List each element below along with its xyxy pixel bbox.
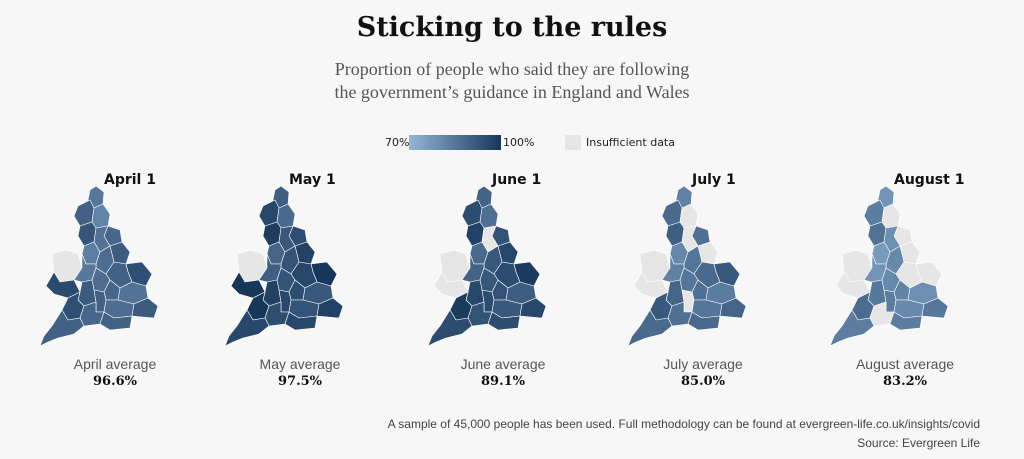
map-region-se-4 <box>719 297 747 319</box>
map-regions <box>39 185 159 347</box>
panel-average-value: 83.2% <box>882 374 927 389</box>
map-regions <box>224 185 344 347</box>
subtitle-line-2: the government’s guidance in England and… <box>334 82 690 102</box>
subtitle-line-1: Proportion of people who said they are f… <box>334 59 690 79</box>
panel-average-label: August average <box>855 356 955 372</box>
panel-average-label: April average <box>73 356 157 372</box>
panel-average-label: May average <box>259 356 341 372</box>
map-region-ne-1 <box>679 203 699 229</box>
england-wales-map <box>627 185 747 347</box>
map-regions <box>829 185 949 347</box>
map-regions <box>627 185 747 347</box>
map-region-sw-3 <box>427 309 473 347</box>
legend-gradient-bar <box>409 135 501 150</box>
panel-average-label: June average <box>460 356 546 372</box>
map-region-sw-3 <box>829 309 875 347</box>
map-panel-august: August 1 August average 83.2% <box>820 168 990 393</box>
map-region-sw-3 <box>627 309 673 347</box>
map-region-ne-1 <box>479 203 499 229</box>
chart-subtitle: Proportion of people who said they are f… <box>0 58 1024 104</box>
chart-title: Sticking to the rules <box>356 12 668 43</box>
panel-average-value: 85.0% <box>680 374 725 389</box>
panel-average-value: 97.5% <box>277 374 322 389</box>
panel-month-label: August 1 <box>894 172 965 188</box>
legend-min-label: 70% <box>385 136 410 149</box>
panel-average-label: July average <box>663 356 743 372</box>
legend-insufficient-swatch <box>565 135 581 150</box>
map-region-se-4 <box>316 297 344 319</box>
map-region-south-3 <box>487 311 521 331</box>
map-panel-june: June 1 June average 89.1% <box>418 168 588 393</box>
panel-month-label: April 1 <box>104 172 156 188</box>
england-wales-map <box>224 185 344 347</box>
panel-average-value: 89.1% <box>480 374 525 389</box>
source-credit: Source: Evergreen Life <box>857 436 980 450</box>
map-region-sw-3 <box>39 309 85 347</box>
map-region-ne-1 <box>276 203 296 229</box>
map-region-se-4 <box>921 297 949 319</box>
map-region-sw-3 <box>224 309 270 347</box>
england-wales-map <box>39 185 159 347</box>
legend-insufficient-label: Insufficient data <box>586 136 675 149</box>
map-region-south-3 <box>889 311 923 331</box>
panel-month-label: June 1 <box>492 172 542 188</box>
panel-month-label: July 1 <box>692 172 736 188</box>
map-region-south-3 <box>99 311 133 331</box>
map-region-south-3 <box>687 311 721 331</box>
map-region-ne-1 <box>881 203 901 229</box>
color-legend: 70% 100% Insufficient data <box>0 133 1024 153</box>
map-panel-may: May 1 May average 97.5% <box>215 168 385 393</box>
map-region-se-4 <box>519 297 547 319</box>
map-region-ne-1 <box>91 203 111 229</box>
map-region-south-3 <box>284 311 318 331</box>
legend-max-label: 100% <box>503 136 535 149</box>
panel-average-value: 96.6% <box>92 374 137 389</box>
england-wales-map <box>829 185 949 347</box>
map-panel-july: July 1 July average 85.0% <box>618 168 788 393</box>
map-regions <box>427 185 547 347</box>
map-panel-april: April 1 April average 96.6% <box>30 168 200 393</box>
map-region-se-4 <box>131 297 159 319</box>
panel-month-label: May 1 <box>289 172 336 188</box>
england-wales-map <box>427 185 547 347</box>
methodology-footnote: A sample of 45,000 people has been used.… <box>387 417 980 431</box>
